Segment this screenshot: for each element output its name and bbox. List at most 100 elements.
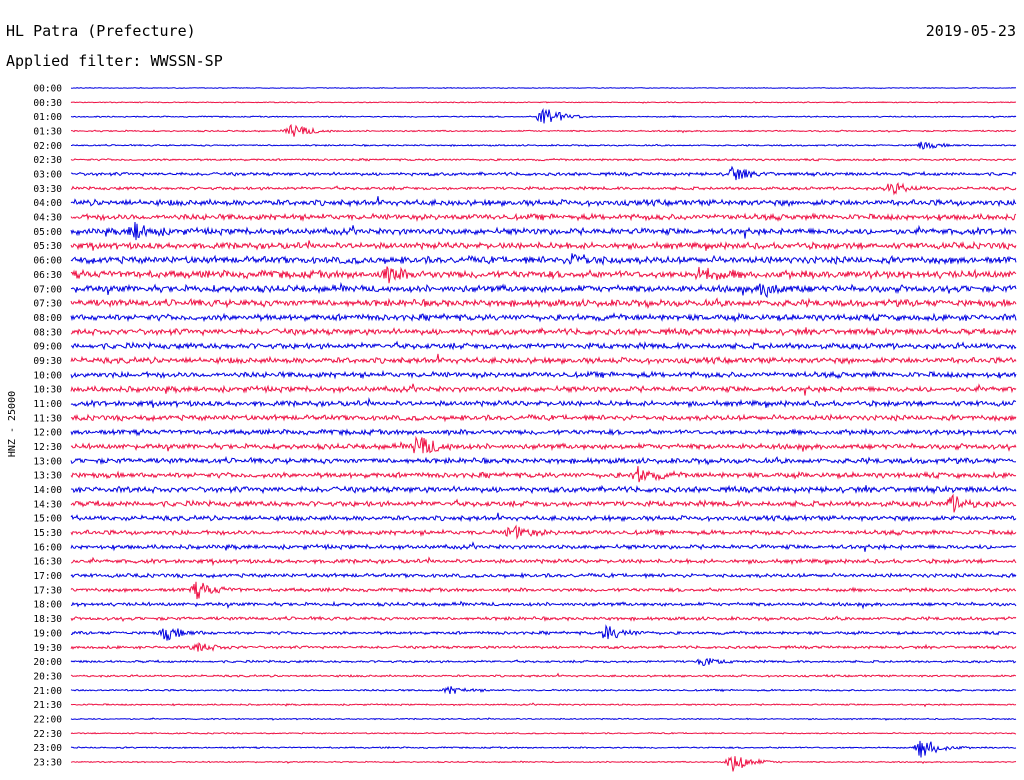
trace-0300 xyxy=(71,165,1017,181)
row-label-1530: 15:30 xyxy=(33,528,62,539)
row-labels: 00:00 00:30 01:00 01:30 02:00 02:30 03:00 03:30… xyxy=(33,84,62,769)
trace-1800 xyxy=(70,600,1017,610)
trace-0030 xyxy=(70,101,1017,104)
row-label-2330: 23:30 xyxy=(33,757,62,768)
trace-1200 xyxy=(70,427,1017,437)
trace-1100 xyxy=(70,397,1017,409)
trace-1830 xyxy=(70,615,1017,622)
trace-1730 xyxy=(70,581,1017,600)
row-label-1930: 19:30 xyxy=(33,643,62,654)
trace-0730 xyxy=(70,297,1017,309)
row-label-1800: 18:00 xyxy=(33,600,62,611)
row-label-1830: 18:30 xyxy=(33,614,62,625)
row-label-1900: 19:00 xyxy=(33,628,62,639)
row-label-1500: 15:00 xyxy=(33,514,62,525)
trace-0130 xyxy=(71,123,1017,137)
row-label-1330: 13:30 xyxy=(33,471,62,482)
row-label-0100: 01:00 xyxy=(33,112,62,123)
station-title: HL Patra (Prefecture) xyxy=(6,22,196,40)
trace-0830 xyxy=(70,326,1017,337)
row-label-2100: 21:00 xyxy=(33,686,62,697)
row-label-0000: 00:00 xyxy=(33,84,62,95)
row-label-0030: 00:30 xyxy=(33,98,62,109)
row-label-0600: 06:00 xyxy=(33,256,62,267)
row-label-2300: 23:00 xyxy=(33,743,62,754)
row-label-0430: 04:30 xyxy=(33,213,62,224)
trace-0900 xyxy=(70,340,1017,351)
trace-1000 xyxy=(70,369,1017,380)
trace-1130 xyxy=(70,413,1017,423)
trace-2300 xyxy=(70,740,1017,758)
row-label-0230: 02:30 xyxy=(33,155,62,166)
row-label-1400: 14:00 xyxy=(33,485,62,496)
row-label-2000: 20:00 xyxy=(33,657,62,668)
trace-1530 xyxy=(70,524,1017,540)
row-label-0530: 05:30 xyxy=(33,241,62,252)
trace-1630 xyxy=(70,556,1017,567)
trace-2130 xyxy=(70,702,1017,708)
row-label-0900: 09:00 xyxy=(33,342,62,353)
trace-0800 xyxy=(70,312,1017,323)
row-label-0300: 03:00 xyxy=(33,170,62,181)
trace-0330 xyxy=(70,182,1017,196)
trace-0530 xyxy=(70,240,1017,251)
trace-0600 xyxy=(70,253,1017,266)
trace-2330 xyxy=(70,756,1017,772)
trace-2000 xyxy=(70,658,1017,667)
trace-0500 xyxy=(70,221,1017,241)
row-label-1000: 10:00 xyxy=(33,370,62,381)
trace-1930 xyxy=(70,642,1017,652)
trace-1430 xyxy=(70,493,1017,513)
row-label-1600: 16:00 xyxy=(33,542,62,553)
row-label-1700: 17:00 xyxy=(33,571,62,582)
row-label-1630: 16:30 xyxy=(33,557,62,568)
row-label-0700: 07:00 xyxy=(33,284,62,295)
trace-2030 xyxy=(70,672,1017,678)
trace-1300 xyxy=(70,455,1017,466)
trace-1600 xyxy=(70,541,1017,552)
trace-2100 xyxy=(70,685,1017,695)
trace-1400 xyxy=(70,484,1017,495)
row-label-0500: 05:00 xyxy=(33,227,62,238)
trace-0230 xyxy=(70,157,1017,162)
row-label-0800: 08:00 xyxy=(33,313,62,324)
trace-0200 xyxy=(71,141,1017,150)
y-axis-label: HNZ - 25000 xyxy=(7,391,18,457)
trace-2230 xyxy=(70,731,1017,735)
row-label-1430: 14:30 xyxy=(33,499,62,510)
trace-0400 xyxy=(70,196,1017,208)
trace-1330 xyxy=(70,466,1017,483)
row-label-1100: 11:00 xyxy=(33,399,62,410)
trace-0630 xyxy=(70,266,1017,284)
trace-1700 xyxy=(70,571,1017,580)
row-label-0730: 07:30 xyxy=(33,299,62,310)
row-label-1030: 10:30 xyxy=(33,385,62,396)
row-label-1130: 11:30 xyxy=(33,413,62,424)
row-label-1200: 12:00 xyxy=(33,428,62,439)
trace-0000 xyxy=(70,87,1017,90)
trace-1030 xyxy=(70,383,1017,396)
row-label-1230: 12:30 xyxy=(33,442,62,453)
row-label-0830: 08:30 xyxy=(33,327,62,338)
row-label-2200: 22:00 xyxy=(33,714,62,725)
row-label-0930: 09:30 xyxy=(33,356,62,367)
row-label-2030: 20:30 xyxy=(33,671,62,682)
trace-0700 xyxy=(70,281,1017,299)
trace-1230 xyxy=(70,435,1017,454)
trace-0930 xyxy=(70,353,1017,366)
trace-1900 xyxy=(70,624,1017,641)
row-label-0130: 01:30 xyxy=(33,127,62,138)
row-label-0330: 03:30 xyxy=(33,184,62,195)
filter-label: Applied filter: WWSSN-SP xyxy=(6,52,223,70)
row-label-2130: 21:30 xyxy=(33,700,62,711)
trace-0100 xyxy=(70,107,1017,124)
seismic-traces xyxy=(70,87,1017,772)
row-label-1300: 13:00 xyxy=(33,456,62,467)
trace-0430 xyxy=(70,212,1017,222)
trace-2200 xyxy=(70,717,1017,721)
row-label-1730: 17:30 xyxy=(33,585,62,596)
row-label-0200: 02:00 xyxy=(33,141,62,152)
row-label-0630: 06:30 xyxy=(33,270,62,281)
recording-date: 2019-05-23 xyxy=(926,22,1016,40)
